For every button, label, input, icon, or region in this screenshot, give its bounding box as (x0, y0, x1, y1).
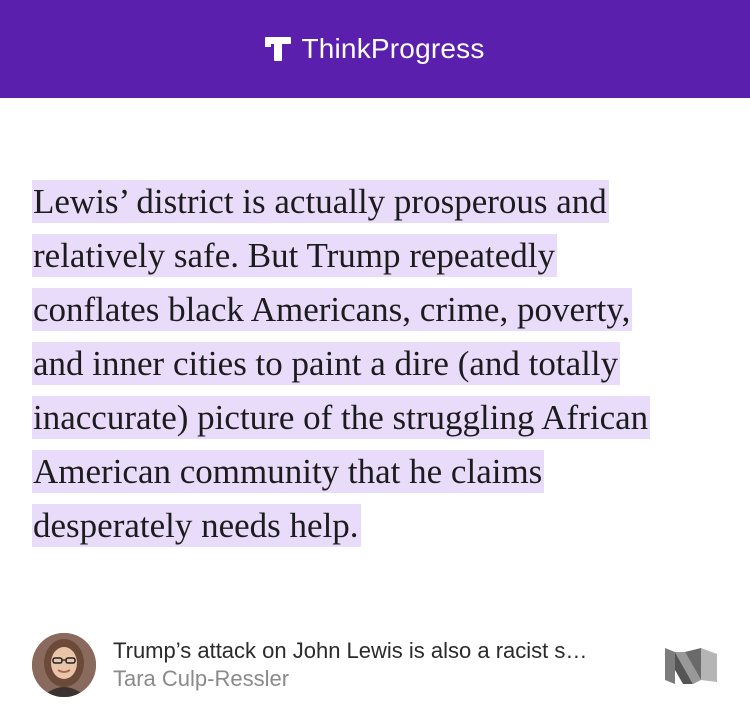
thinkprogress-t-icon (265, 37, 292, 61)
header-bar: ThinkProgress (0, 0, 750, 98)
quote-text: conflates black Americans, crime, povert… (32, 288, 633, 331)
quote-text: and inner cities to paint a dire (and to… (32, 342, 621, 385)
brand-name[interactable]: ThinkProgress (301, 33, 485, 64)
quote-line: relatively safe. But Trump repeatedly (32, 234, 732, 277)
highlighted-quote: Lewis’ district is actually prosperous a… (32, 180, 732, 558)
quote-line: inaccurate) picture of the struggling Af… (32, 396, 732, 439)
author-avatar[interactable] (32, 633, 96, 697)
quote-text: desperately needs help. (32, 504, 361, 547)
quote-line: conflates black Americans, crime, povert… (32, 288, 732, 331)
quote-line: Lewis’ district is actually prosperous a… (32, 180, 732, 223)
quote-line: desperately needs help. (32, 504, 732, 547)
article-title[interactable]: Trump’s attack on John Lewis is also a r… (113, 638, 588, 663)
quote-text: relatively safe. But Trump repeatedly (32, 234, 557, 277)
quote-line: American community that he claims (32, 450, 732, 493)
quote-text: American community that he claims (32, 450, 545, 493)
quote-text: inaccurate) picture of the struggling Af… (32, 396, 651, 439)
quote-text: Lewis’ district is actually prosperous a… (32, 180, 609, 223)
article-author[interactable]: Tara Culp-Ressler (113, 666, 290, 691)
quote-line: and inner cities to paint a dire (and to… (32, 342, 732, 385)
article-footer[interactable]: Trump’s attack on John Lewis is also a r… (0, 630, 750, 700)
medium-logo-icon[interactable] (663, 644, 719, 688)
